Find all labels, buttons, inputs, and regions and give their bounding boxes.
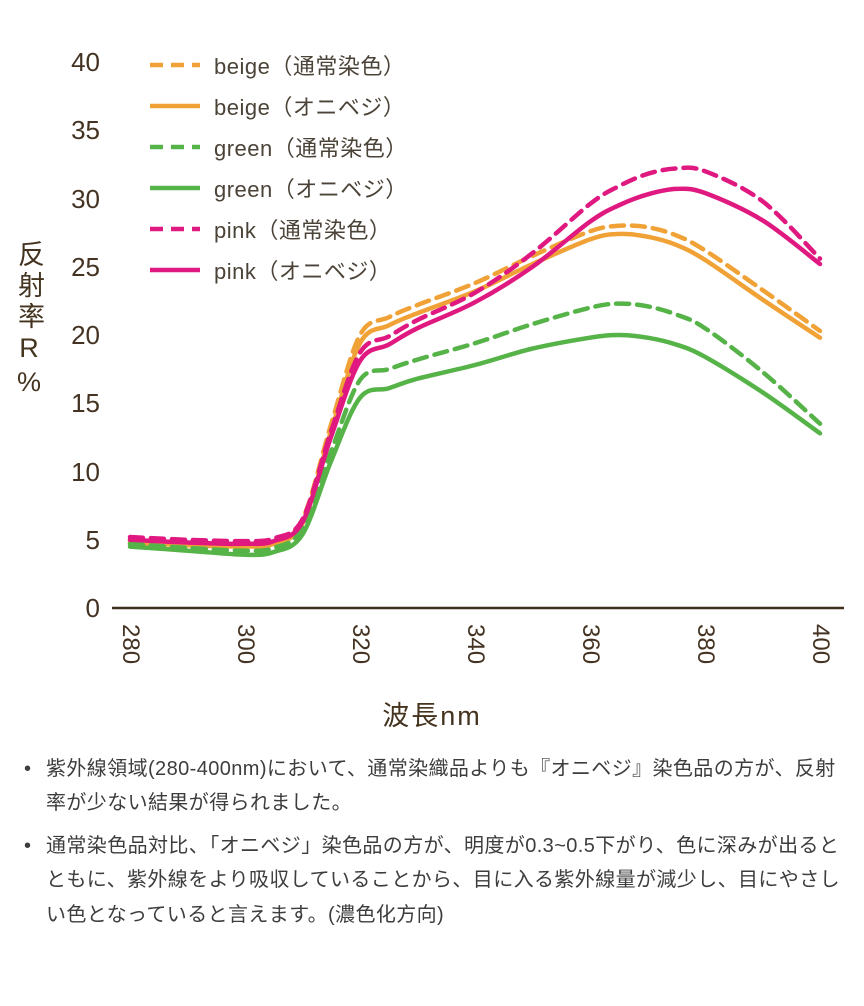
x-tick-280: 280 [117,624,144,665]
legend-label: beige（オニベジ） [214,94,406,120]
legend-label: pink（オニベジ） [214,258,392,284]
note-text-2: 通常染色品対比、「オニベジ」染色品の方が、明度が0.3~0.5下がり、色に深みが… [46,834,840,926]
series-line-4 [127,165,823,544]
legend-label: beige（通常染色） [214,53,406,79]
series-line-2 [127,301,823,554]
series-line-3 [127,332,823,558]
note-text-1: 紫外線領域(280-400nm)において、通常染織品よりも『オニベジ』染色品の方… [46,758,836,815]
x-tick-380: 380 [692,624,719,665]
chart-canvas [112,165,844,610]
legend-line-sample [150,62,200,67]
bullet-marker: • [24,834,32,857]
x-tick-300: 300 [232,624,259,665]
legend-line-sample [150,267,200,272]
y-tick-35: 35 [71,115,100,146]
series-line-0 [127,223,823,547]
chart-legend: beige（通常染色） beige（オニベジ） green（通常染色） green（オ… [150,44,408,290]
x-tick-360: 360 [577,624,604,665]
x-tick-340: 340 [462,624,489,665]
y-tick-0: 0 [85,593,100,623]
legend-item-1: beige（オニベジ） [150,85,408,126]
bullet-marker: • [24,758,32,780]
note-bullet-1: • 紫外線領域(280-400nm)において、通常染織品よりも『オニベジ』染色品… [24,752,840,821]
y-axis-title: 反射率R% [14,240,44,401]
y-tick-15: 15 [71,388,100,419]
reflectance-chart: 反射率R% 40 35 30 25 20 15 10 5 0 280 300 320 340 360 38… [14,44,844,731]
legend-line-sample [150,103,200,108]
legend-label: green（通常染色） [214,135,408,161]
note-bullet-2: • 通常染色品対比、「オニベジ」染色品の方が、明度が0.3~0.5下がり、色に深… [24,829,840,932]
legend-label: pink（通常染色） [214,217,392,243]
series-line-5 [127,186,823,547]
legend-item-0: beige（通常染色） [150,44,408,85]
legend-item-2: green（通常染色） [150,126,408,167]
x-axis-title: 波長nm [382,701,482,731]
y-tick-20: 20 [71,320,100,350]
x-tick-320: 320 [347,624,374,665]
legend-label: green（オニベジ） [214,176,408,202]
y-tick-40: 40 [71,47,100,77]
legend-line-sample [150,144,200,149]
y-tick-30: 30 [71,183,100,214]
legend-item-3: green（オニベジ） [150,167,408,208]
y-tick-10: 10 [71,456,100,487]
legend-item-4: pink（通常染色） [150,208,408,249]
legend-item-5: pink（オニベジ） [150,249,408,290]
x-tick-400: 400 [807,624,834,665]
y-tick-5: 5 [85,524,100,555]
series-line-1 [127,231,823,549]
notes-section: • 紫外線領域(280-400nm)において、通常染織品よりも『オニベジ』染色品… [24,752,840,940]
legend-line-sample [150,185,200,190]
legend-line-sample [150,226,200,231]
y-tick-25: 25 [71,251,100,282]
